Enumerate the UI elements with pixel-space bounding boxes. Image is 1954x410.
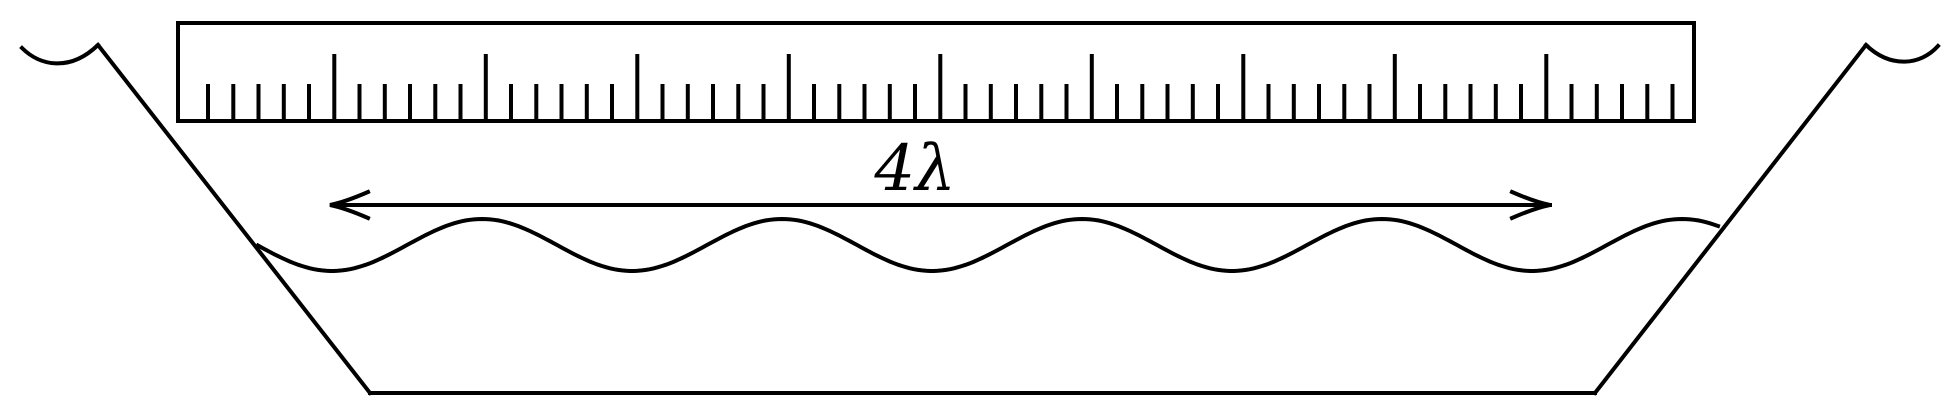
ruler-ticks xyxy=(206,54,1675,123)
distance-label: 4λ xyxy=(873,132,955,206)
wavelength-measure: 4λ xyxy=(329,132,1552,221)
tank-right-wall xyxy=(1592,42,1869,396)
ruler xyxy=(176,21,1696,123)
tank-outline xyxy=(19,42,1941,396)
ruler-frame xyxy=(176,21,1696,123)
water-surface-wave xyxy=(255,216,1721,273)
right-rim-curl xyxy=(1863,42,1941,64)
measure-arrowhead-right xyxy=(1509,189,1551,221)
left-rim-curl xyxy=(19,42,101,66)
measure-arrowhead-left xyxy=(329,189,371,221)
tank-left-wall xyxy=(95,42,373,396)
